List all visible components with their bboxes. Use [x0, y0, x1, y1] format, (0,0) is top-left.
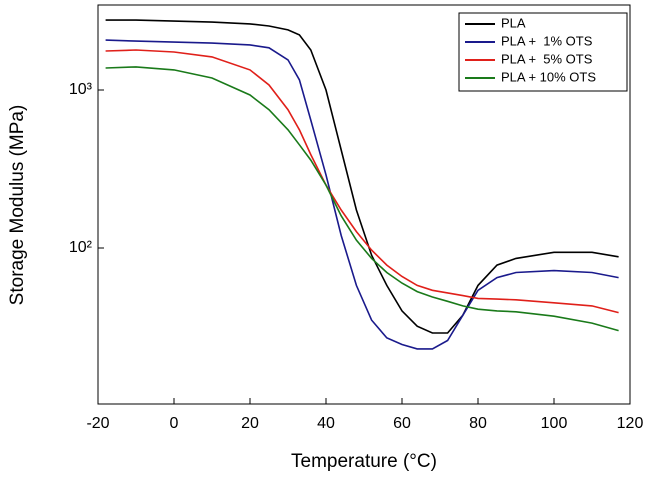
x-tick-label: 80 [469, 415, 487, 432]
legend-label: PLA [501, 15, 526, 30]
legend-label: PLA + 10% OTS [501, 69, 596, 84]
series-line [105, 49, 619, 314]
x-tick-label: -20 [86, 415, 109, 432]
plot-frame [97, 4, 631, 405]
y-tick-label: 10³ [69, 81, 93, 98]
x-tick-label: 60 [393, 415, 411, 432]
legend-label: PLA + 5% OTS [501, 51, 593, 66]
x-tick-label: 0 [170, 415, 179, 432]
legend-label: PLA + 1% OTS [501, 33, 593, 48]
y-axis-label: Storage Modulus (MPa) [7, 105, 28, 306]
x-tick-label: 40 [317, 415, 335, 432]
series-line [105, 66, 619, 332]
x-tick-label: 20 [241, 415, 259, 432]
x-tick-label: 100 [541, 415, 568, 432]
series-line [105, 39, 619, 350]
x-tick-label: 120 [617, 415, 644, 432]
series-line [105, 19, 619, 334]
y-tick-label: 10² [69, 239, 93, 256]
x-axis-label: Temperature (°C) [291, 451, 437, 472]
